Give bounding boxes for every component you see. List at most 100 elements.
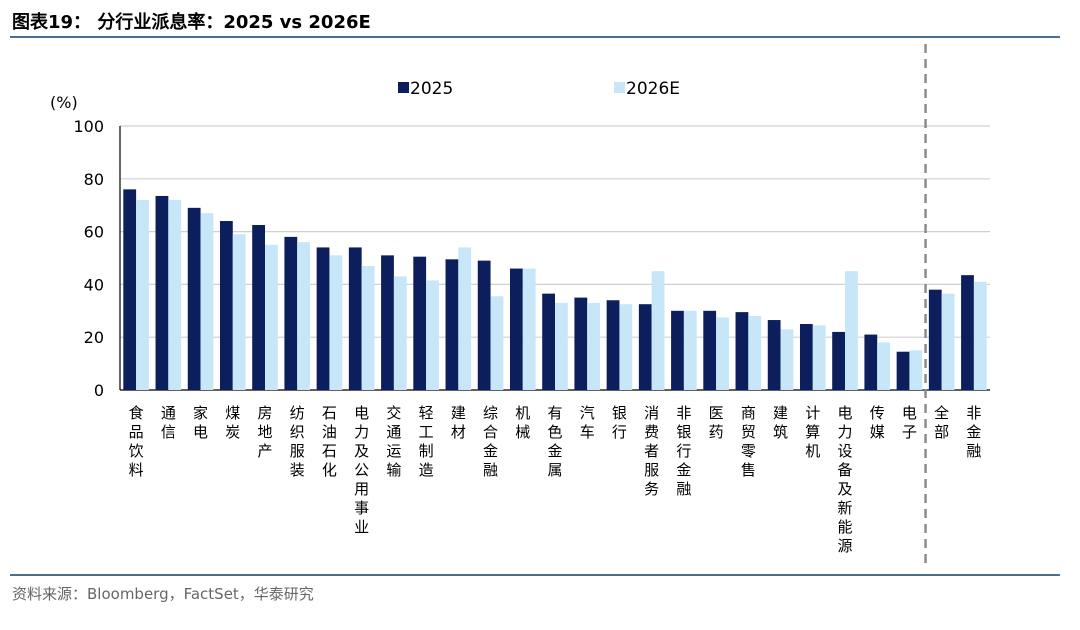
x-category-label-char: 饮 xyxy=(129,442,144,460)
x-category-label-char: 媒 xyxy=(870,423,885,441)
x-category-label-char: 品 xyxy=(129,423,144,441)
bar-2025 xyxy=(187,207,201,390)
x-category-label-char: 融 xyxy=(483,461,498,479)
x-category-label-char: 交 xyxy=(386,404,401,422)
bar-2026e xyxy=(651,271,665,390)
x-category-label-char: 产 xyxy=(257,442,272,460)
x-category-label-char: 电 xyxy=(902,404,917,422)
x-category-label-char: 炭 xyxy=(225,423,240,441)
x-category-label-char: 属 xyxy=(547,461,562,479)
x-category-label-char: 事 xyxy=(354,499,369,517)
bar-2025 xyxy=(638,304,652,390)
bar-2026e xyxy=(458,247,472,390)
x-category-label-char: 融 xyxy=(676,480,691,498)
x-category-label-char: 银 xyxy=(676,423,691,441)
x-category-label-char: 石 xyxy=(322,404,337,422)
x-category-label-char: 商 xyxy=(741,404,756,422)
x-category-label-char: 金 xyxy=(966,423,981,441)
x-category-label-char: 源 xyxy=(837,537,852,555)
x-category-label-char: 制 xyxy=(419,442,434,460)
x-category-label-char: 用 xyxy=(354,480,369,498)
legend-label-2026e: 2026E xyxy=(626,79,680,99)
bar-2026e xyxy=(265,244,278,390)
bar-2025 xyxy=(252,225,265,390)
x-category-label-char: 子 xyxy=(902,423,917,441)
x-category-label-char: 造 xyxy=(419,461,434,479)
bar-2026e xyxy=(587,302,601,390)
bar-2025 xyxy=(381,255,394,390)
x-category-label-char: 设 xyxy=(837,442,852,460)
x-category-label-char: 装 xyxy=(290,461,305,479)
bar-2025 xyxy=(735,312,749,390)
bar-2025 xyxy=(896,351,910,390)
y-tick-label: 80 xyxy=(84,170,104,189)
bar-2026e xyxy=(426,280,439,390)
bar-chart: 020406080100(%)食品饮料通信家电煤炭房地产纺织服装石油石化电力及公… xyxy=(50,44,990,568)
bar-2026e xyxy=(812,325,826,390)
x-category-label-char: 食 xyxy=(129,404,144,422)
x-category-label-char: 非 xyxy=(676,404,691,422)
bar-2025 xyxy=(606,300,620,390)
bar-2025 xyxy=(413,256,427,390)
bar-2026e xyxy=(297,242,311,390)
y-tick-label: 60 xyxy=(84,223,104,242)
bar-2025 xyxy=(799,324,813,390)
x-category-label-char: 非 xyxy=(966,404,981,422)
bar-2025 xyxy=(348,247,362,390)
bar-2026e xyxy=(555,302,568,390)
x-category-label-char: 服 xyxy=(290,442,305,460)
x-category-label-char: 售 xyxy=(741,461,756,479)
bar-2025 xyxy=(316,247,330,390)
x-category-label-char: 综 xyxy=(483,404,498,422)
legend-label-2025: 2025 xyxy=(410,79,453,99)
bar-2025 xyxy=(155,195,169,390)
x-category-label-char: 织 xyxy=(290,423,305,441)
y-tick-label: 0 xyxy=(94,381,104,400)
top-rule xyxy=(10,36,1060,38)
x-category-label-char: 部 xyxy=(934,423,949,441)
x-category-label-char: 油 xyxy=(322,423,337,441)
source-note: 资料来源：Bloomberg，FactSet，华泰研究 xyxy=(12,585,314,603)
bar-2026e xyxy=(619,304,633,390)
x-category-label-char: 药 xyxy=(709,423,724,441)
bar-2025 xyxy=(445,259,459,390)
x-category-label-char: 者 xyxy=(644,442,659,460)
x-category-label-char: 料 xyxy=(129,461,144,479)
x-category-label-char: 有 xyxy=(547,404,562,422)
bar-2026e xyxy=(716,317,729,390)
x-category-label-char: 信 xyxy=(161,423,176,441)
x-category-label-char: 色 xyxy=(547,423,562,441)
bar-2026e xyxy=(683,310,697,390)
x-category-label-char: 新 xyxy=(837,499,852,517)
bar-2026e xyxy=(909,350,923,390)
bar-2026e xyxy=(200,213,214,390)
bar-2026e xyxy=(748,316,762,390)
x-category-label-char: 全 xyxy=(934,404,949,422)
x-category-label-char: 通 xyxy=(161,404,176,422)
bar-2026e xyxy=(361,265,375,390)
x-category-label-char: 汽 xyxy=(580,404,595,422)
bar-2025 xyxy=(961,275,974,390)
bar-2025 xyxy=(864,334,878,390)
x-category-label-char: 业 xyxy=(354,518,369,536)
x-category-label-char: 建 xyxy=(773,404,788,422)
x-category-label-char: 贸 xyxy=(741,423,756,441)
x-category-label-char: 通 xyxy=(386,423,401,441)
x-category-label-char: 金 xyxy=(483,442,498,460)
x-category-label-char: 合 xyxy=(483,423,498,441)
x-category-label-char: 建 xyxy=(451,404,466,422)
x-category-label-char: 金 xyxy=(547,442,562,460)
figure-title: 图表19： 分行业派息率：2025 vs 2026E xyxy=(12,12,371,33)
x-category-label-char: 电 xyxy=(193,423,208,441)
x-category-label-char: 纺 xyxy=(290,404,305,422)
bar-2026e xyxy=(877,342,891,390)
x-category-label-char: 械 xyxy=(515,423,530,441)
x-category-label-char: 传 xyxy=(870,404,885,422)
x-category-label-char: 工 xyxy=(419,423,434,441)
bottom-rule xyxy=(10,574,1060,576)
bar-2025 xyxy=(123,189,137,390)
bar-2025 xyxy=(542,293,555,390)
x-category-label-char: 力 xyxy=(837,423,852,441)
bar-2025 xyxy=(574,297,588,390)
bar-2026e xyxy=(136,199,149,390)
